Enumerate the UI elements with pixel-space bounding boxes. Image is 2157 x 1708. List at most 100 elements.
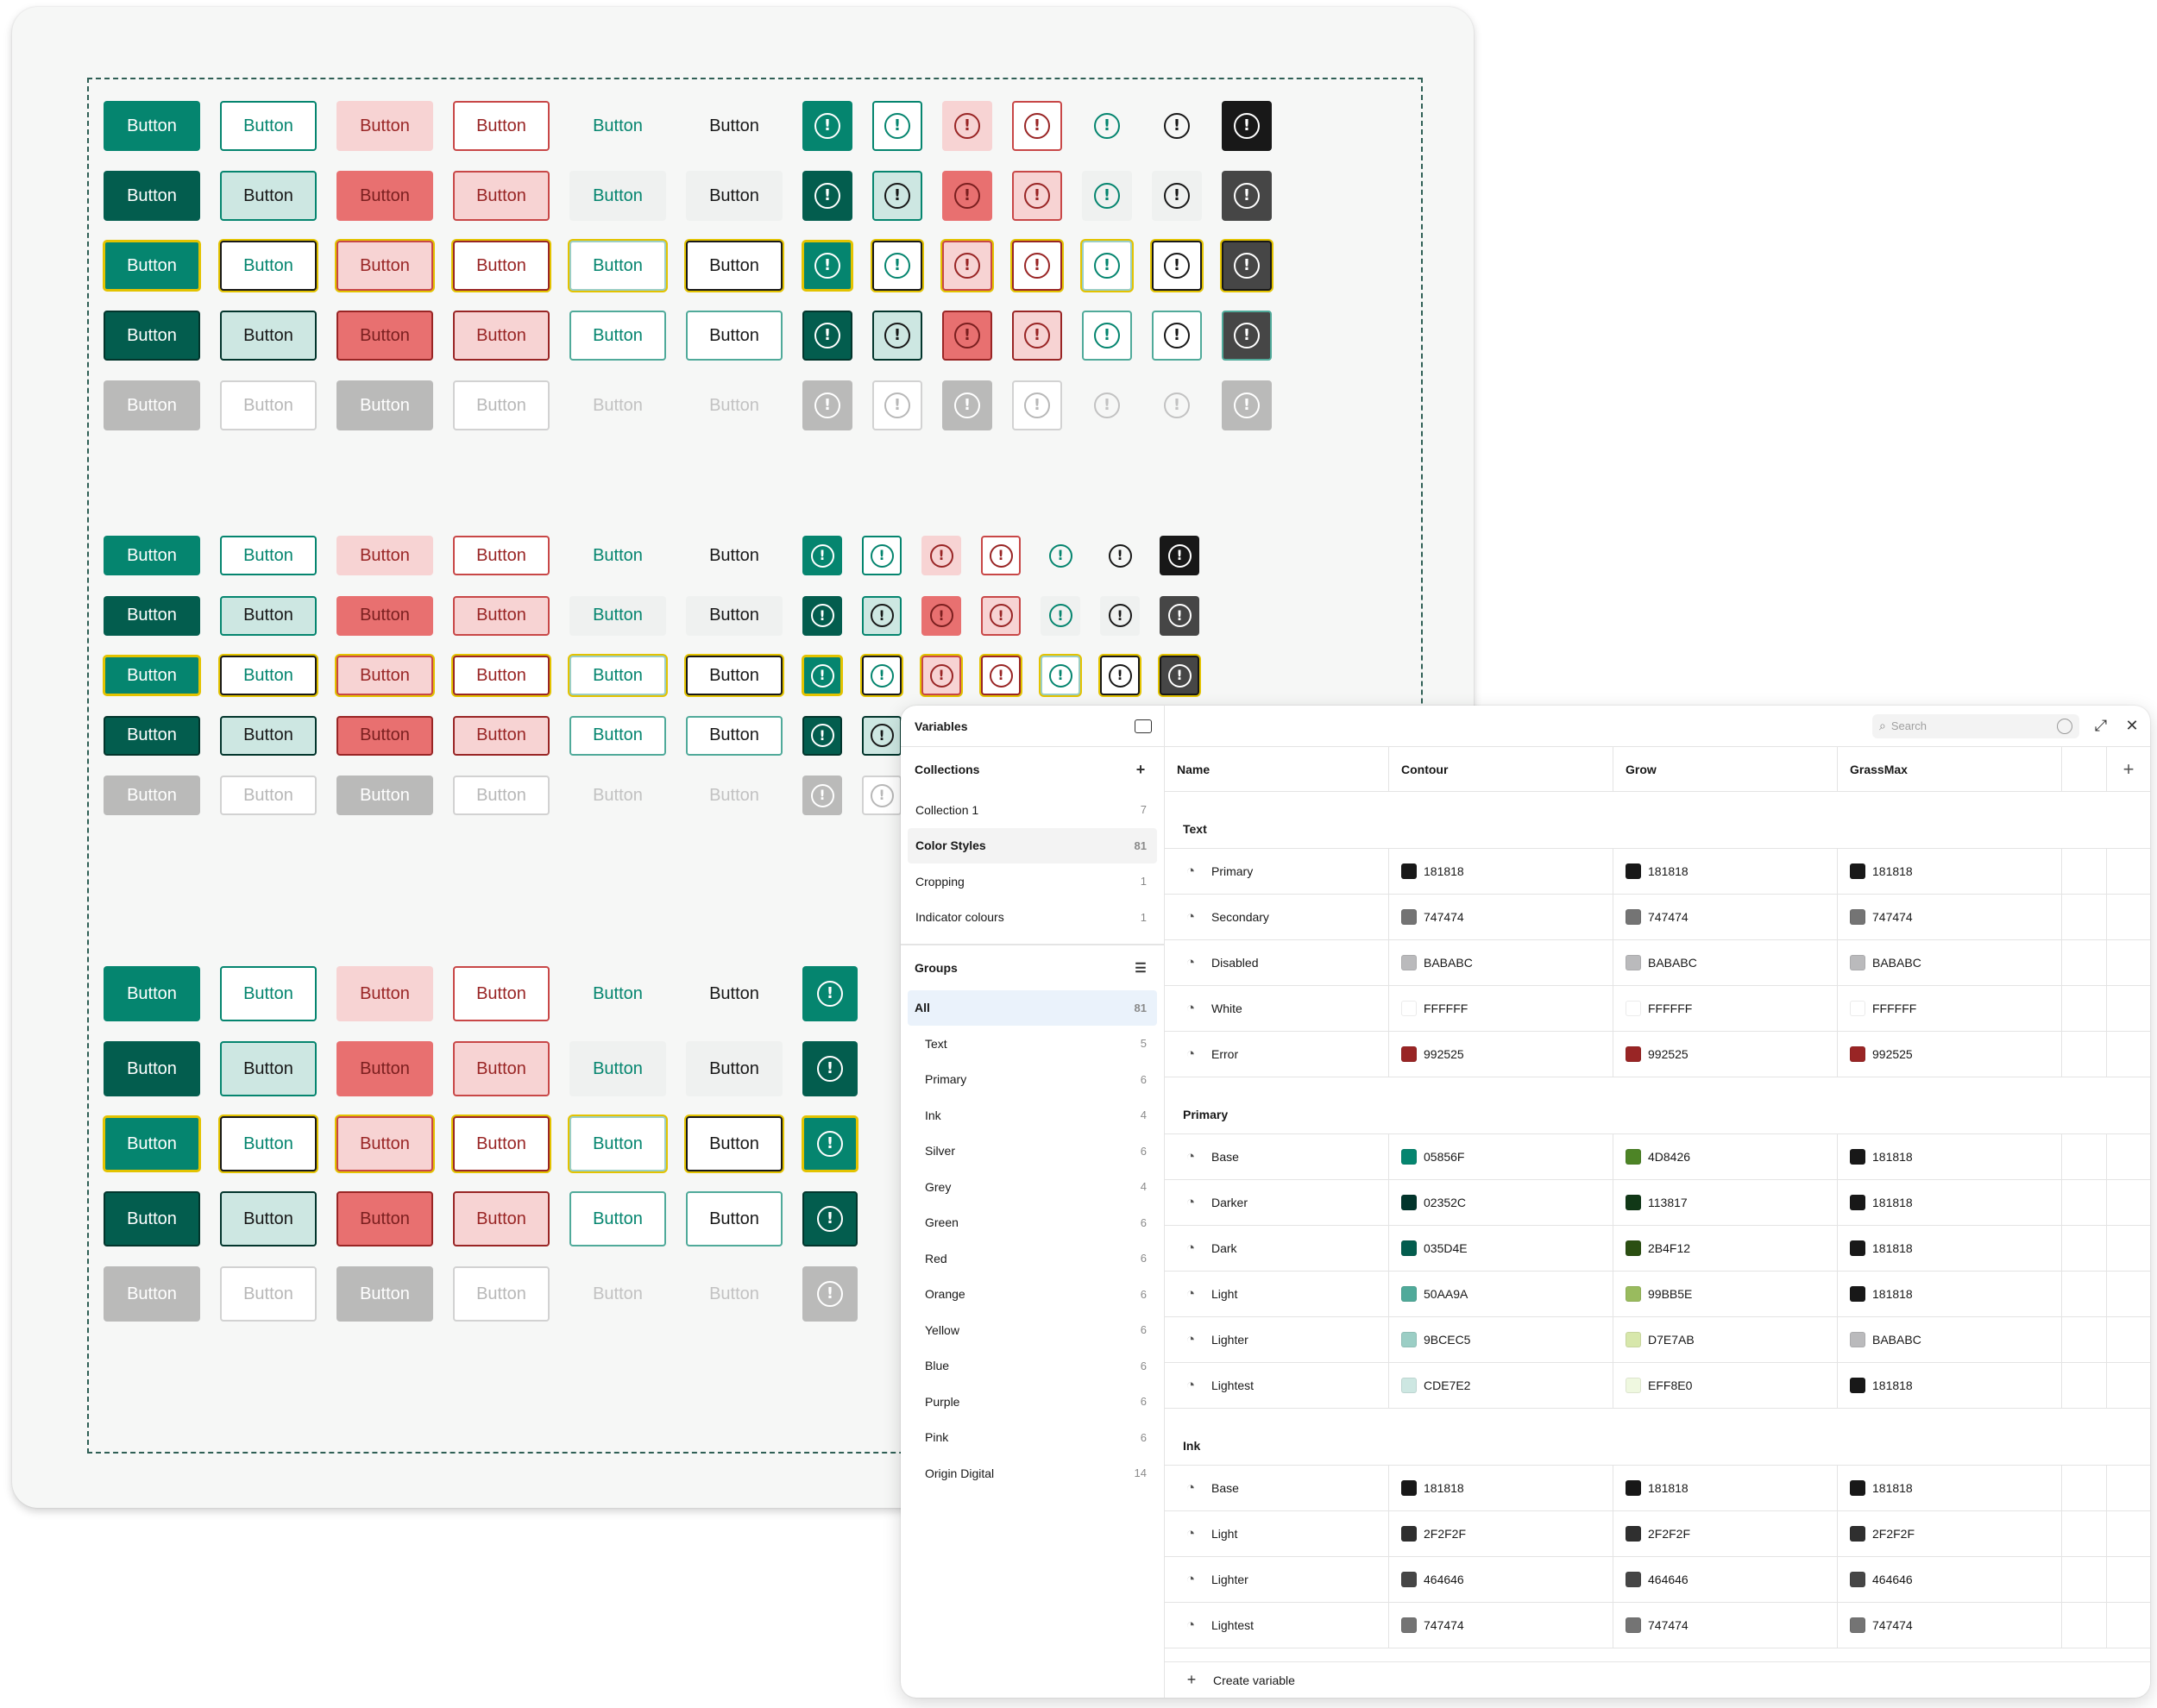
button-default-variant-5[interactable]: Button — [593, 545, 643, 565]
table-row[interactable]: ◔ Light 50AA9A 99BB5E 181818 — [1165, 1272, 2150, 1317]
icon-button-focus-variant-7[interactable]: ! — [1160, 656, 1199, 695]
icon-button-hover-variant-7[interactable]: ! — [1160, 595, 1199, 636]
color-swatch[interactable] — [1626, 1195, 1641, 1210]
table-row[interactable]: ◔ White FFFFFF FFFFFF FFFFFF — [1165, 986, 2150, 1032]
add-mode-icon[interactable]: + — [2122, 757, 2135, 780]
table-row[interactable]: ◔ Darker 02352C 113817 181818 — [1165, 1180, 2150, 1226]
button-hover-variant-5[interactable]: Button — [569, 171, 666, 221]
icon-button-default-variant-6[interactable]: ! — [1152, 101, 1202, 151]
icon-button-default-variant-5[interactable]: ! — [1041, 536, 1080, 575]
icon-button-default-variant-4[interactable]: ! — [981, 536, 1021, 575]
color-swatch[interactable] — [1850, 863, 1865, 879]
button-focus-variant-5[interactable]: Button — [569, 1116, 666, 1171]
color-swatch[interactable] — [1401, 1572, 1417, 1587]
icon-button-disabled-variant-7[interactable]: ! — [1222, 380, 1272, 430]
button-default-variant-6[interactable]: Button — [709, 983, 759, 1003]
create-variable-button[interactable]: + Create variable — [1165, 1661, 2150, 1698]
close-icon[interactable]: ✕ — [2125, 717, 2139, 734]
color-swatch[interactable] — [1401, 1480, 1417, 1496]
button-pressed-variant-4[interactable]: Button — [453, 715, 550, 756]
icon-button-hover-variant-2[interactable]: ! — [862, 595, 902, 636]
icon-button-focus-variant-6[interactable]: ! — [1100, 656, 1140, 695]
button-hover-variant-4[interactable]: Button — [453, 171, 550, 221]
color-swatch[interactable] — [1626, 1526, 1641, 1542]
button-default-variant-3[interactable]: Button — [336, 536, 433, 575]
icon-button-default-variant-1[interactable]: ! — [802, 101, 852, 151]
variable-name-cell[interactable]: ◔ Disabled — [1165, 940, 1389, 985]
variable-name-cell[interactable]: ◔ Error — [1165, 1032, 1389, 1077]
button-hover-variant-5[interactable]: Button — [569, 1041, 666, 1096]
group-item[interactable]: Green 6 — [901, 1205, 1164, 1241]
button-pressed-variant-6[interactable]: Button — [686, 1191, 783, 1246]
icon-button-hover-variant-4[interactable]: ! — [981, 595, 1021, 636]
table-row[interactable]: ◔ Light 2F2F2F 2F2F2F 2F2F2F — [1165, 1511, 2150, 1557]
variable-name-cell[interactable]: ◔ Primary — [1165, 849, 1389, 894]
button-focus-variant-2[interactable]: Button — [220, 656, 317, 695]
button-disabled-variant-4[interactable]: Button — [453, 380, 550, 430]
variable-value-cell[interactable]: BABABC — [1613, 940, 1838, 985]
icon-button-disabled-variant-1[interactable]: ! — [802, 1266, 858, 1322]
variable-value-cell[interactable]: CDE7E2 — [1389, 1363, 1613, 1408]
button-focus-variant-6[interactable]: Button — [686, 656, 783, 695]
icon-button-disabled-variant-1[interactable]: ! — [802, 776, 842, 815]
variable-value-cell[interactable]: 2B4F12 — [1613, 1226, 1838, 1271]
button-focus-variant-5[interactable]: Button — [569, 241, 666, 291]
icon-button-default-variant-3[interactable]: ! — [921, 536, 961, 575]
color-swatch[interactable] — [1626, 1149, 1641, 1165]
variable-name-cell[interactable]: ◔ Dark — [1165, 1226, 1389, 1271]
icon-button-default-variant-1[interactable]: ! — [802, 966, 858, 1021]
button-default-variant-5[interactable]: Button — [593, 116, 643, 135]
color-swatch[interactable] — [1626, 1480, 1641, 1496]
button-default-variant-6[interactable]: Button — [709, 116, 759, 135]
button-disabled-variant-6[interactable]: Button — [709, 1284, 759, 1303]
table-row[interactable]: ◔ Primary 181818 181818 181818 — [1165, 849, 2150, 895]
button-hover-variant-2[interactable]: Button — [220, 171, 317, 221]
variable-value-cell[interactable]: 50AA9A — [1389, 1272, 1613, 1316]
group-item[interactable]: Ink 4 — [901, 1097, 1164, 1133]
variable-value-cell[interactable]: 9BCEC5 — [1389, 1317, 1613, 1362]
icon-button-focus-variant-2[interactable]: ! — [872, 241, 922, 291]
icon-button-hover-variant-6[interactable]: ! — [1100, 595, 1140, 636]
variable-value-cell[interactable]: 992525 — [1838, 1032, 2062, 1077]
table-row[interactable]: ◔ Secondary 747474 747474 747474 — [1165, 895, 2150, 940]
color-swatch[interactable] — [1401, 1378, 1417, 1393]
group-item[interactable]: Text 5 — [901, 1026, 1164, 1062]
icon-button-default-variant-2[interactable]: ! — [862, 536, 902, 575]
button-focus-variant-5[interactable]: Button — [569, 656, 666, 695]
button-focus-variant-3[interactable]: Button — [336, 1116, 433, 1171]
button-default-variant-4[interactable]: Button — [453, 101, 550, 151]
variable-value-cell[interactable]: 2F2F2F — [1838, 1511, 2062, 1556]
variable-value-cell[interactable]: 02352C — [1389, 1180, 1613, 1225]
variable-value-cell[interactable]: 181818 — [1838, 1363, 2062, 1408]
color-swatch[interactable] — [1401, 909, 1417, 925]
icon-button-hover-variant-7[interactable]: ! — [1222, 171, 1272, 221]
variable-value-cell[interactable]: 181818 — [1389, 849, 1613, 894]
button-default-variant-4[interactable]: Button — [453, 966, 550, 1021]
group-item[interactable]: Silver 6 — [901, 1133, 1164, 1170]
color-swatch[interactable] — [1850, 1240, 1865, 1256]
button-default-variant-1[interactable]: Button — [104, 966, 200, 1021]
column-header-grassmax[interactable]: GrassMax — [1838, 747, 2062, 791]
button-focus-variant-2[interactable]: Button — [220, 241, 317, 291]
icon-button-default-variant-7[interactable]: ! — [1222, 101, 1272, 151]
variable-value-cell[interactable]: 992525 — [1389, 1032, 1613, 1077]
button-default-variant-6[interactable]: Button — [709, 545, 759, 565]
variable-value-cell[interactable]: FFFFFF — [1613, 986, 1838, 1031]
button-disabled-variant-2[interactable]: Button — [220, 776, 317, 815]
variable-value-cell[interactable]: 05856F — [1389, 1134, 1613, 1179]
color-swatch[interactable] — [1401, 1195, 1417, 1210]
icon-button-default-variant-3[interactable]: ! — [942, 101, 992, 151]
table-row[interactable]: ◔ Dark 035D4E 2B4F12 181818 — [1165, 1226, 2150, 1272]
button-hover-variant-6[interactable]: Button — [686, 595, 783, 636]
button-focus-variant-4[interactable]: Button — [453, 1116, 550, 1171]
variable-value-cell[interactable]: 747474 — [1389, 895, 1613, 939]
button-default-variant-2[interactable]: Button — [220, 536, 317, 575]
icon-button-focus-variant-4[interactable]: ! — [981, 656, 1021, 695]
variable-name-cell[interactable]: ◔ Base — [1165, 1466, 1389, 1510]
icon-button-pressed-variant-2[interactable]: ! — [872, 311, 922, 361]
icon-button-disabled-variant-6[interactable]: ! — [1152, 380, 1202, 430]
icon-button-default-variant-5[interactable]: ! — [1082, 101, 1132, 151]
icon-button-hover-variant-5[interactable]: ! — [1041, 595, 1080, 636]
button-disabled-variant-3[interactable]: Button — [336, 380, 433, 430]
icon-button-hover-variant-1[interactable]: ! — [802, 171, 852, 221]
